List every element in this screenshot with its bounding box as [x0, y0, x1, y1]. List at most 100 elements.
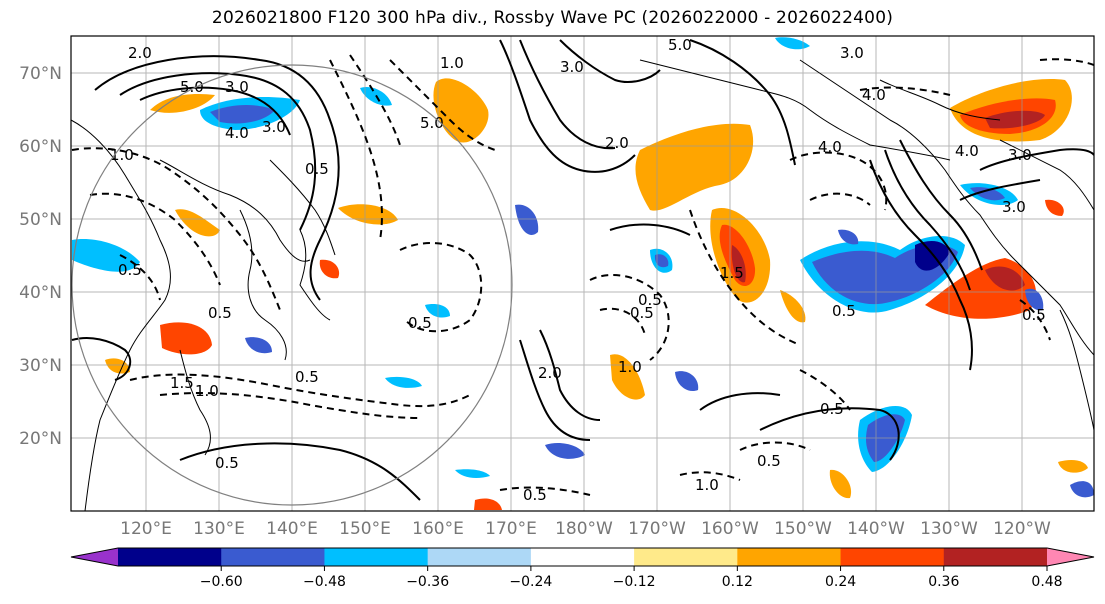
lat-label: 20°N: [19, 429, 62, 449]
contour-label: 2.0: [128, 44, 152, 62]
lon-label: 180°W: [555, 519, 613, 539]
lon-label: 160°E: [412, 519, 464, 539]
contour-label: 3.0: [560, 58, 584, 76]
contour-label: 0.5: [832, 302, 856, 320]
lon-label: 130°E: [193, 519, 245, 539]
contour-label: 3.0: [1002, 198, 1026, 216]
div-positive-area: [635, 123, 754, 211]
div-negative-area: [775, 37, 810, 50]
contour-label: 0.5: [305, 160, 329, 178]
div-negative-area: [455, 469, 490, 478]
contour-label: 0.5: [523, 486, 547, 504]
contour-label: 3.0: [840, 44, 864, 62]
longitude-labels: 120°E 130°E 140°E 150°E 160°E 170°E 180°…: [120, 519, 1051, 539]
div-positive-area: [610, 354, 645, 400]
colorbar-tick-label: 0.12: [722, 574, 753, 590]
div-negative-area: [675, 371, 699, 392]
div-negative-area: [385, 376, 422, 388]
lon-label: 170°W: [628, 519, 686, 539]
colorbar-extend-high: [1047, 548, 1094, 566]
div-negative-area: [515, 204, 539, 235]
lon-label: 130°W: [920, 519, 978, 539]
lon-label: 120°E: [120, 519, 172, 539]
colorbar-segment: [737, 548, 842, 566]
colorbar-extend-low: [71, 548, 118, 566]
contour-label: 0.5: [638, 291, 662, 309]
contour-label: 0.5: [408, 314, 432, 332]
contour-label: 5.0: [420, 114, 444, 132]
contour-label: 1.0: [618, 358, 642, 376]
lat-label: 40°N: [19, 283, 62, 303]
contour-label: 1.5: [170, 374, 194, 392]
contours-solid: [71, 39, 1094, 501]
graticule: [71, 36, 1094, 511]
div-positive-area: [433, 78, 489, 143]
contour-label: 4.0: [818, 138, 842, 156]
div-positive-area: [829, 469, 852, 499]
colorbar-tick-label: −0.36: [406, 574, 449, 590]
contour-labels: 2.0 5.0 3.0 4.0 3.0 5.0 3.0 3.0 4.0 1.0 …: [110, 36, 1046, 504]
colorbar-tick-label: 0.48: [1031, 574, 1062, 590]
contour-label: 2.0: [538, 364, 562, 382]
colorbar-segment: [530, 548, 635, 566]
contour-label: 5.0: [668, 36, 692, 54]
map-frame: [70, 35, 1095, 512]
colorbar-segment: [840, 548, 945, 566]
contour-label: 4.0: [862, 86, 886, 104]
map-title: 2026021800 F120 300 hPa div., Rossby Wav…: [211, 8, 894, 28]
contour-label: 0.5: [757, 452, 781, 470]
div-positive-area: [319, 259, 340, 279]
div-positive-area: [1045, 199, 1064, 216]
lat-label: 70°N: [19, 64, 62, 84]
contour-label: 4.0: [225, 124, 249, 142]
colorbar-segment: [427, 548, 532, 566]
div-negative-area: [970, 187, 1005, 201]
lon-label: 170°E: [485, 519, 537, 539]
colorbar-tick-label: −0.48: [303, 574, 346, 590]
colorbar-segment: [943, 548, 1048, 566]
colorbar: −0.60 −0.48 −0.36 −0.24 −0.12 0.12 0.24 0.36 0.4…: [70, 547, 1095, 590]
colorbar-segment: [221, 548, 325, 566]
colorbar-tick-label: 0.24: [825, 574, 856, 590]
contour-label: 2.0: [605, 134, 629, 152]
colorbar-tick-label: −0.24: [509, 574, 552, 590]
div-positive-area: [985, 110, 1045, 129]
div-positive-area: [474, 498, 502, 510]
contour-label: 1.0: [195, 382, 219, 400]
div-negative-area: [545, 443, 585, 459]
lat-label: 60°N: [19, 137, 62, 157]
map-panel: 2.0 5.0 3.0 4.0 3.0 5.0 3.0 3.0 4.0 1.0 …: [70, 35, 1095, 512]
contour-label: 3.0: [225, 78, 249, 96]
contour-label: 1.0: [110, 146, 134, 164]
lon-label: 140°W: [847, 519, 905, 539]
colorbar-segment: [118, 548, 222, 566]
div-negative-area: [72, 239, 140, 272]
colorbar-tick-label: −0.60: [200, 574, 243, 590]
contour-label: 3.0: [1008, 146, 1032, 164]
latitude-labels: 70°N 60°N 50°N 40°N 30°N 20°N: [19, 64, 62, 449]
contour-label: 1.0: [440, 54, 464, 72]
div-negative-area: [245, 337, 272, 354]
lat-label: 30°N: [19, 356, 62, 376]
contour-label: 0.5: [1022, 306, 1046, 324]
divergence-shading: [72, 37, 1094, 510]
contour-label: 0.5: [208, 304, 232, 322]
div-negative-area: [654, 254, 669, 268]
contour-label: 3.0: [262, 118, 286, 136]
colorbar-tick-label: 0.36: [928, 574, 959, 590]
lon-label: 150°E: [339, 519, 391, 539]
lon-label: 150°W: [774, 519, 832, 539]
div-negative-area: [1070, 481, 1094, 498]
div-positive-area: [150, 93, 215, 113]
lon-label: 120°W: [993, 519, 1051, 539]
div-positive-area: [160, 322, 212, 355]
contour-label: 0.5: [630, 304, 654, 322]
contour-label: 0.5: [295, 368, 319, 386]
contour-label: 4.0: [955, 142, 979, 160]
contour-label: 0.5: [118, 261, 142, 279]
contour-label: 1.0: [695, 476, 719, 494]
div-positive-area: [731, 245, 746, 283]
contour-label: 0.5: [215, 454, 239, 472]
lat-label: 50°N: [19, 210, 62, 230]
